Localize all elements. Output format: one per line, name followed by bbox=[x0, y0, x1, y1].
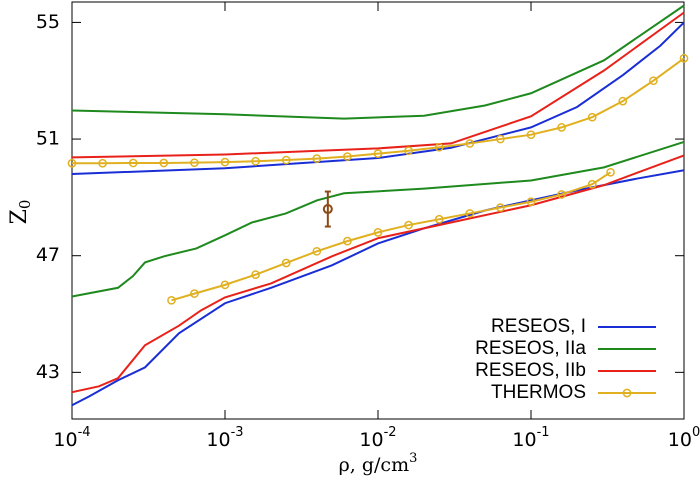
data-point bbox=[312, 246, 322, 256]
y-tick-label: 55 bbox=[36, 11, 60, 33]
x-tick-base: 10 bbox=[668, 429, 692, 451]
data-point bbox=[373, 228, 383, 237]
data-point bbox=[220, 280, 230, 290]
data-point bbox=[496, 203, 505, 212]
data-point bbox=[649, 76, 658, 86]
series-line bbox=[71, 4, 685, 298]
y-tick-label: 43 bbox=[36, 361, 60, 383]
data-point bbox=[465, 209, 475, 218]
legend-label: RESEOS, IIb bbox=[475, 360, 586, 381]
data-point bbox=[557, 190, 566, 199]
data-point bbox=[587, 112, 597, 122]
data-point bbox=[98, 158, 107, 168]
y-tick-label: 47 bbox=[36, 244, 60, 266]
data-point bbox=[526, 197, 536, 207]
x-tick-exp: -4 bbox=[78, 425, 91, 440]
x-tick-exp: -2 bbox=[384, 425, 397, 440]
data-point bbox=[434, 214, 444, 224]
data-point bbox=[128, 158, 138, 168]
data-point bbox=[190, 289, 199, 298]
x-tick-base: 10 bbox=[206, 429, 230, 451]
x-tick-label: 10-1 bbox=[512, 425, 549, 451]
x-tick-base: 10 bbox=[53, 429, 77, 451]
data-point bbox=[167, 295, 176, 305]
y-tick-label: 51 bbox=[36, 128, 60, 150]
data-point bbox=[281, 155, 291, 165]
x-tick-exp: -1 bbox=[537, 425, 550, 440]
x-axis-label: ρ, g/cm3 bbox=[339, 451, 418, 477]
series-line bbox=[72, 57, 685, 302]
x-label-main: ρ, g/cm bbox=[339, 454, 409, 476]
y-label-main: Z bbox=[7, 209, 32, 224]
data-point bbox=[434, 142, 444, 152]
x-tick-base: 10 bbox=[512, 429, 536, 451]
error-point bbox=[322, 204, 333, 215]
data-point bbox=[312, 154, 322, 163]
series-line bbox=[71, 11, 685, 394]
data-point bbox=[526, 130, 536, 140]
x-tick-exp: 0 bbox=[692, 425, 700, 440]
x-tick-label: 10-3 bbox=[206, 425, 243, 451]
legend-label: RESEOS, I bbox=[491, 316, 586, 337]
x-label-sup: 3 bbox=[409, 451, 417, 466]
x-tick-exp: -3 bbox=[231, 425, 244, 440]
data-point bbox=[343, 152, 352, 161]
data-point bbox=[343, 236, 352, 246]
y-label-sub: 0 bbox=[16, 200, 34, 210]
data-point bbox=[67, 158, 77, 168]
data-point bbox=[465, 139, 475, 148]
data-point bbox=[557, 123, 566, 132]
data-point bbox=[159, 158, 169, 168]
data-point bbox=[679, 53, 689, 63]
data-point bbox=[606, 167, 615, 177]
data-point bbox=[404, 146, 413, 156]
x-tick-label: 100 bbox=[668, 425, 700, 451]
series-line bbox=[71, 21, 685, 407]
data-point bbox=[618, 96, 628, 106]
legend-label: RESEOS, IIa bbox=[475, 338, 586, 359]
data-point bbox=[190, 158, 199, 168]
y-axis-label: Z0 bbox=[7, 200, 34, 225]
data-point bbox=[496, 134, 505, 144]
x-tick-label: 10-2 bbox=[359, 425, 396, 451]
data-point bbox=[404, 220, 413, 230]
legend-marker bbox=[622, 388, 632, 398]
data-point bbox=[587, 179, 597, 189]
data-point bbox=[251, 156, 260, 166]
legend-label: THERMOS bbox=[491, 382, 586, 403]
data-point bbox=[281, 258, 291, 268]
x-tick-label: 10-4 bbox=[53, 425, 90, 451]
data-point bbox=[220, 157, 230, 167]
data-point bbox=[373, 149, 383, 158]
data-point bbox=[251, 270, 260, 280]
x-tick-base: 10 bbox=[359, 429, 383, 451]
